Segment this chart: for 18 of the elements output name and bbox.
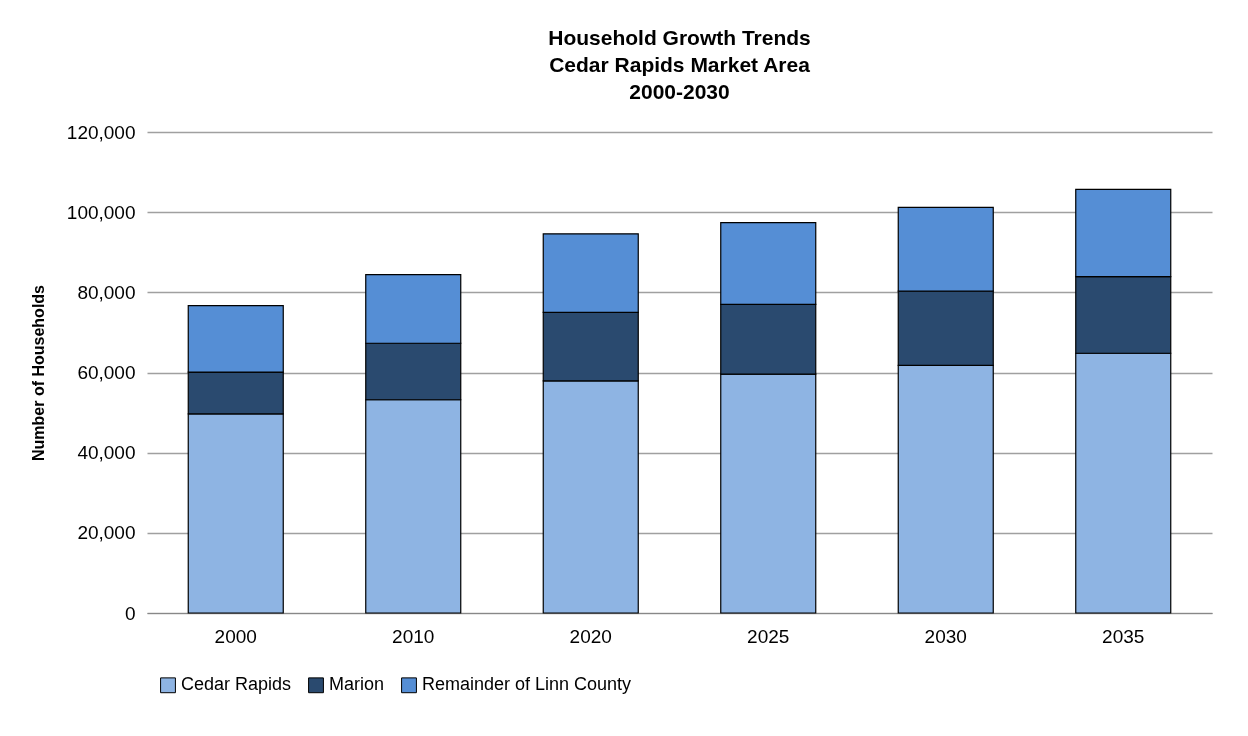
y-tick-label: 40,000 bbox=[77, 442, 136, 464]
chart-title: Household Growth Trends Cedar Rapids Market Area 2000-2030 bbox=[548, 26, 811, 103]
legend-label: Marion bbox=[329, 674, 385, 695]
y-tick-label: 20,000 bbox=[77, 522, 136, 544]
x-tick-label: 2000 bbox=[214, 625, 257, 647]
y-tick-label: 80,000 bbox=[77, 281, 136, 303]
y-tick-label: 120,000 bbox=[66, 121, 136, 143]
legend-label: Remainder of Linn County bbox=[422, 674, 632, 695]
legend-label: Cedar Rapids bbox=[181, 674, 292, 695]
x-tick-label: 2025 bbox=[747, 625, 790, 647]
y-tick-label: 100,000 bbox=[66, 201, 136, 223]
y-axis-title: Number of Households bbox=[29, 284, 47, 462]
y-tick-label: 0 bbox=[124, 602, 136, 624]
x-tick-label: 2035 bbox=[1102, 625, 1145, 647]
x-tick-label: 2030 bbox=[924, 625, 967, 647]
x-tick-label: 2010 bbox=[392, 625, 435, 647]
y-tick-label: 60,000 bbox=[77, 362, 136, 383]
x-tick-label: 2020 bbox=[569, 625, 612, 647]
